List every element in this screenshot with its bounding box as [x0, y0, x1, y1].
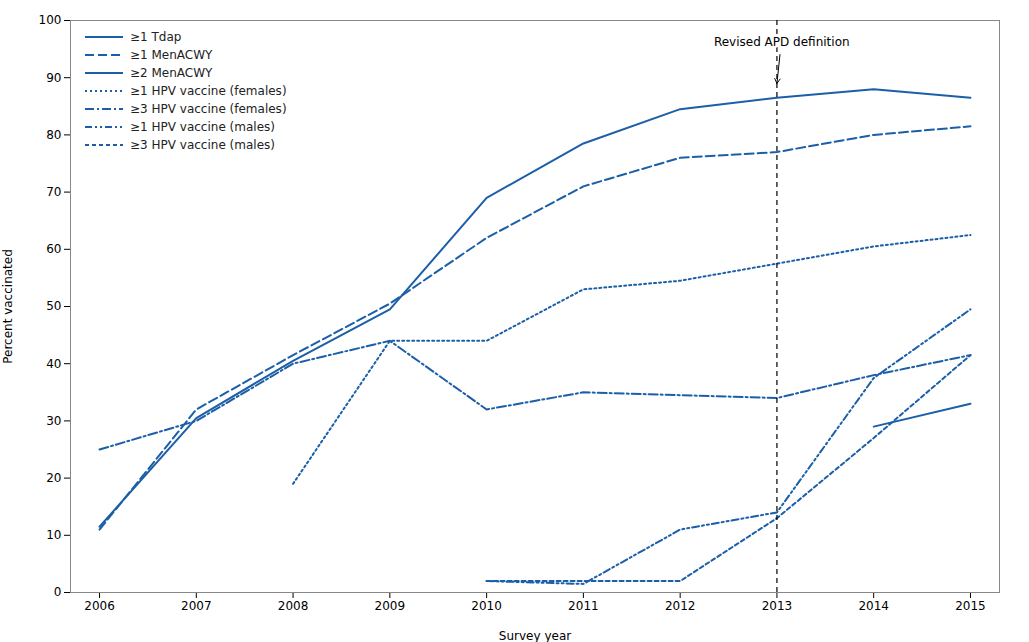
- html-text:≥3 HPV vaccine (females): ≥3 HPV vaccine (females): [130, 102, 287, 116]
- svg-text:60: 60: [46, 242, 61, 256]
- svg-text:Revised APD definition: Revised APD definition: [714, 35, 850, 49]
- html-text:≥1 HPV vaccine (females): ≥1 HPV vaccine (females): [130, 84, 287, 98]
- html-text:≥2 MenACWY: ≥2 MenACWY: [130, 66, 213, 80]
- svg-text:20: 20: [46, 471, 61, 485]
- svg-text:2006: 2006: [84, 599, 115, 613]
- svg-text:100: 100: [39, 13, 62, 27]
- svg-text:2013: 2013: [762, 599, 793, 613]
- svg-text:0: 0: [54, 585, 62, 599]
- svg-text:2011: 2011: [568, 599, 599, 613]
- svg-text:2015: 2015: [955, 599, 986, 613]
- html-text:≥1 MenACWY: ≥1 MenACWY: [130, 48, 213, 62]
- svg-text:90: 90: [46, 71, 61, 85]
- svg-text:50: 50: [46, 299, 61, 313]
- html-text:≥1 Tdap: ≥1 Tdap: [130, 30, 182, 44]
- svg-text:2009: 2009: [375, 599, 406, 613]
- svg-text:2010: 2010: [471, 599, 502, 613]
- svg-text:2012: 2012: [665, 599, 696, 613]
- svg-text:30: 30: [46, 414, 61, 428]
- svg-text:40: 40: [46, 357, 61, 371]
- svg-text:Survey year: Survey year: [499, 629, 571, 642]
- svg-text:10: 10: [46, 528, 61, 542]
- svg-text:2014: 2014: [858, 599, 889, 613]
- svg-text:Percent vaccinated: Percent vaccinated: [1, 249, 15, 364]
- svg-text:2008: 2008: [278, 599, 309, 613]
- svg-text:80: 80: [46, 128, 61, 142]
- html-text:≥3 HPV vaccine (males): ≥3 HPV vaccine (males): [130, 138, 275, 152]
- svg-text:70: 70: [46, 185, 61, 199]
- svg-text:2007: 2007: [181, 599, 212, 613]
- html-text:≥1 HPV vaccine (males): ≥1 HPV vaccine (males): [130, 120, 275, 134]
